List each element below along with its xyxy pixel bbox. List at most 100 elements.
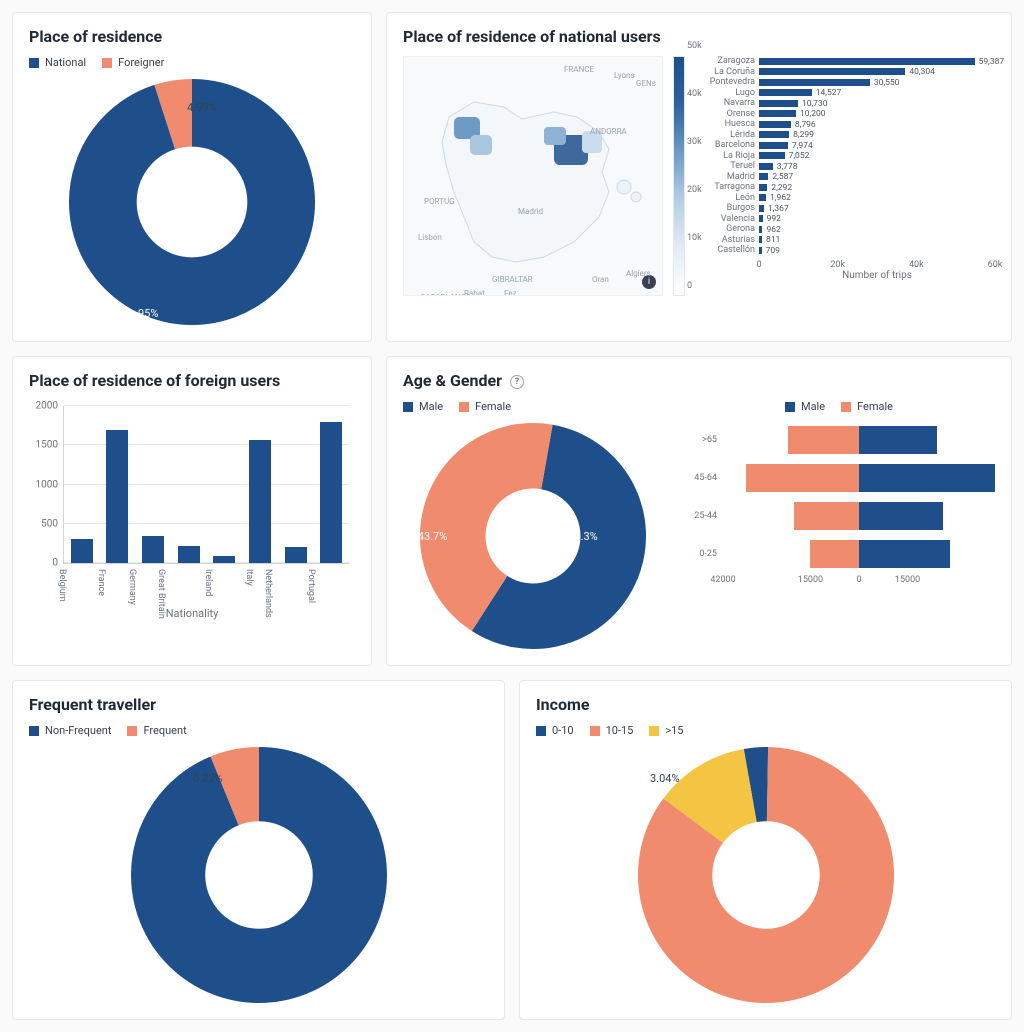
hbar-row: Asturias811 [701,235,995,246]
vbar [285,547,307,563]
xtick-label: Italy [244,569,254,586]
age-gender-pyramid-legend: Male Female [683,400,995,413]
legend-label: Non-Frequent [45,724,111,737]
hbar-bar [759,68,905,75]
pyramid-xtick: 42000 [710,575,735,585]
legend-item: >15 [649,724,683,737]
ytick-label: 500 [41,518,58,529]
donut-slice-label: 12.1% [586,819,616,832]
hbar-category-label: Zaragoza [701,56,759,66]
pyramid-row: 25-44 [683,497,995,535]
hbar-value-label: 992 [763,214,781,224]
pyramid-category-label: 45-64 [683,473,723,483]
hbar-value-label: 40,304 [905,67,935,77]
foreign-users-title: Place of residence of foreign users [29,371,355,390]
hbar-category-label: Tarragona [701,182,759,192]
hbar-row: Navarra10,730 [701,98,995,109]
legend-label: National [45,56,86,69]
hbar-row: Tarragona2,292 [701,182,995,193]
hbar-value-label: 962 [762,225,780,235]
ytick-label: 1500 [36,440,58,451]
pyramid-bar-female [794,502,859,530]
pyramid-bar-male [859,426,937,454]
help-icon[interactable]: ? [510,375,524,389]
hbar-value-label: 3,778 [773,162,798,172]
vbar [178,546,200,563]
hbar-category-label: León [701,193,759,203]
pyramid-xtick: 15000 [895,575,920,585]
legend-swatch [29,58,39,68]
map-label: FRANCE [564,65,594,74]
hbar-category-label: Orense [701,109,759,119]
legend-swatch [102,58,112,68]
legend-label: Female [857,400,893,413]
xtick-label: Germany [127,569,137,605]
card-frequent: Frequent traveller Non-FrequentFrequent … [12,680,505,1020]
hbar-row: Lugo14,527 [701,88,995,99]
color-scale: 010k20k30k40k50k [673,56,691,296]
x-axis-title: Nationality [29,607,355,620]
hbar-row: Barcelona7,974 [701,140,995,151]
hbar-bar [759,89,812,96]
income-title: Income [536,695,995,714]
pyramid-bar-male [859,464,995,492]
legend-label: >15 [665,724,683,737]
hbar-bar [759,121,791,128]
age-gender-title: Age & Gender ? [403,371,995,390]
hbar-category-label: Teruel [701,161,759,171]
legend-item: Female [841,400,893,413]
ytick-label: 0 [52,558,58,569]
hbar-row: Pontevedra30,550 [701,77,995,88]
hbar-row: Zaragoza59,387 [701,56,995,67]
hbar-bar [759,110,796,117]
hbar-row: La Rioja 7,052 [701,151,995,162]
map-label: PORTUG [424,197,455,206]
hbar-value-label: 1,962 [766,193,791,203]
legend-item: Non-Frequent [29,724,111,737]
map-label: GENs [636,79,656,88]
colorscale-tick: 0 [687,281,692,291]
vbar [249,440,271,563]
hbar-value-label: 1,367 [764,204,789,214]
hbar-category-label: La Rioja [701,151,759,161]
vbar [71,539,93,563]
hbar-bar [759,79,870,86]
pyramid-xtick: 15000 [798,575,823,585]
colorscale-tick: 50k [687,41,702,51]
pyramid-row: 0-25 [683,535,995,573]
hbar-category-label: Madrid [701,172,759,182]
hbar-value-label: 7,052 [785,151,810,161]
income-donut: 3.04%84.9%12.1% [536,745,995,1005]
hbar-bar [759,194,766,201]
legend-label: Male [801,400,825,413]
hbar-row: Madrid2,587 [701,172,995,183]
map-label: GIBRALTAR [492,275,533,284]
vbar [320,422,342,563]
legend-swatch [29,726,39,736]
hbar-row: León 1,962 [701,193,995,204]
map-label: CASABLANCA [420,293,471,296]
age-gender-donut: 56.3%43.7% [403,421,663,651]
colorscale-tick: 20k [687,185,702,195]
hbar-xtick: 40k [909,260,924,270]
hbar-bar [759,100,798,107]
age-gender-title-text: Age & Gender [403,371,502,390]
card-national-users: Place of residence of national users i F… [386,12,1012,342]
legend-item: 10-15 [590,724,634,737]
hbar-xtick: 20k [830,260,845,270]
pyramid-xtick: 0 [856,575,861,585]
legend-swatch [127,726,137,736]
hbar-row: Teruel 3,778 [701,161,995,172]
map-label: Lisbon [418,233,442,242]
xtick-label: Belgium [57,569,67,602]
hbar-row: Huesca8,796 [701,119,995,130]
xtick-label: France [96,569,106,596]
pyramid-bar-female [746,464,859,492]
hbar-row: Castellón709 [701,245,995,256]
map-label: Lyons [614,71,635,80]
hbar-value-label: 30,550 [870,78,900,88]
hbar-category-label: Lugo [701,88,759,98]
map-label: Algiers [626,269,651,278]
xtick-label: Portugal [306,569,316,603]
hbar-bar [759,173,768,180]
